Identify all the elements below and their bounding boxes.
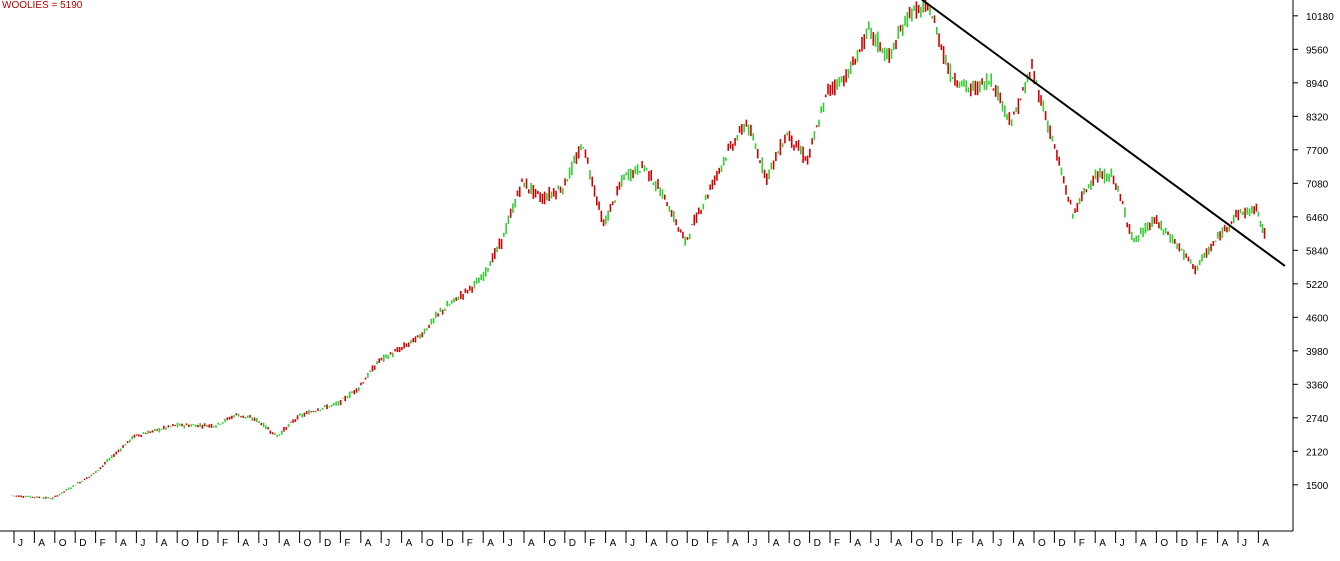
y-tick-label: 8320 <box>1306 112 1329 123</box>
x-tick-label: D <box>569 538 576 549</box>
x-tick-label: F <box>589 538 595 549</box>
x-tick-label: D <box>936 538 943 549</box>
x-tick-label: J <box>752 538 757 549</box>
y-tick-label: 5220 <box>1306 280 1329 291</box>
x-tick-label: F <box>467 538 473 549</box>
trendline <box>921 0 1286 267</box>
x-tick-label: A <box>977 538 984 549</box>
x-tick-label: O <box>426 538 434 549</box>
x-tick-label: O <box>59 538 67 549</box>
y-tick-label: 8940 <box>1306 79 1329 90</box>
x-tick-label: J <box>140 538 145 549</box>
x-tick-label: A <box>120 538 127 549</box>
y-tick-label: 2740 <box>1306 414 1329 425</box>
annotation-layer <box>921 0 1286 267</box>
x-tick-label: A <box>283 538 290 549</box>
x-tick-label: J <box>1242 538 1247 549</box>
x-tick-label: A <box>1099 538 1106 549</box>
y-tick-label: 7080 <box>1306 179 1329 190</box>
x-tick-label: A <box>1018 538 1025 549</box>
x-tick-label: O <box>793 538 801 549</box>
x-tick-label: J <box>1120 538 1125 549</box>
x-tick-label: A <box>732 538 739 549</box>
x-tick-label: D <box>446 538 453 549</box>
x-tick-label: O <box>1160 538 1168 549</box>
x-tick-label: J <box>875 538 880 549</box>
x-tick-label: A <box>242 538 249 549</box>
y-tick-label: 5840 <box>1306 246 1329 257</box>
y-tick-label: 2120 <box>1306 447 1329 458</box>
x-tick-label: A <box>38 538 45 549</box>
x-tick-label: A <box>1140 538 1147 549</box>
x-tick-label: J <box>263 538 268 549</box>
x-tick-label: A <box>773 538 780 549</box>
y-tick-label: 9560 <box>1306 45 1329 56</box>
y-tick-label: 4600 <box>1306 313 1329 324</box>
y-tick-label: 3360 <box>1306 380 1329 391</box>
x-tick-label: A <box>487 538 494 549</box>
x-tick-label: F <box>222 538 228 549</box>
x-tick-label: J <box>508 538 513 549</box>
x-tick-label: F <box>956 538 962 549</box>
x-tick-label: O <box>916 538 924 549</box>
x-tick-label: A <box>1222 538 1229 549</box>
y-tick-label: 10180 <box>1306 12 1334 23</box>
y-tick-label: 1500 <box>1306 481 1329 492</box>
x-tick-label: A <box>406 538 413 549</box>
x-tick-label: O <box>304 538 312 549</box>
x-tick-label: J <box>997 538 1002 549</box>
x-tick-label: J <box>18 538 23 549</box>
x-tick-label: F <box>344 538 350 549</box>
x-tick-label: D <box>814 538 821 549</box>
x-tick-label: F <box>1079 538 1085 549</box>
x-tick-label: A <box>650 538 657 549</box>
x-tick-label: D <box>324 538 331 549</box>
x-tick-label: A <box>895 538 902 549</box>
x-tick-label: O <box>181 538 189 549</box>
x-tick-label: A <box>610 538 617 549</box>
x-tick-label: A <box>854 538 861 549</box>
x-tick-label: F <box>100 538 106 549</box>
x-tick-label: D <box>691 538 698 549</box>
x-tick-label: O <box>1038 538 1046 549</box>
x-tick-label: O <box>548 538 556 549</box>
x-tick-label: D <box>79 538 86 549</box>
y-tick-label: 6460 <box>1306 213 1329 224</box>
x-tick-label: F <box>1201 538 1207 549</box>
y-tick-label: 3980 <box>1306 347 1329 358</box>
y-axis: 1500 2120 2740 3360 3980 4600 5220 5840 6460 7080… <box>1293 12 1334 492</box>
x-tick-label: A <box>365 538 372 549</box>
y-tick-label: 7700 <box>1306 146 1329 157</box>
x-tick-label: A <box>161 538 168 549</box>
x-tick-label: F <box>834 538 840 549</box>
x-tick-label: J <box>630 538 635 549</box>
x-tick-label: A <box>1262 538 1269 549</box>
x-tick-label: D <box>1181 538 1188 549</box>
x-tick-label: D <box>1058 538 1065 549</box>
x-tick-label: D <box>202 538 209 549</box>
x-tick-label: O <box>671 538 679 549</box>
x-tick-label: J <box>385 538 390 549</box>
x-tick-label: F <box>712 538 718 549</box>
chart-title: WOOLIES = 5190 <box>2 0 83 11</box>
x-tick-label: A <box>528 538 535 549</box>
price-series <box>11 0 1266 500</box>
